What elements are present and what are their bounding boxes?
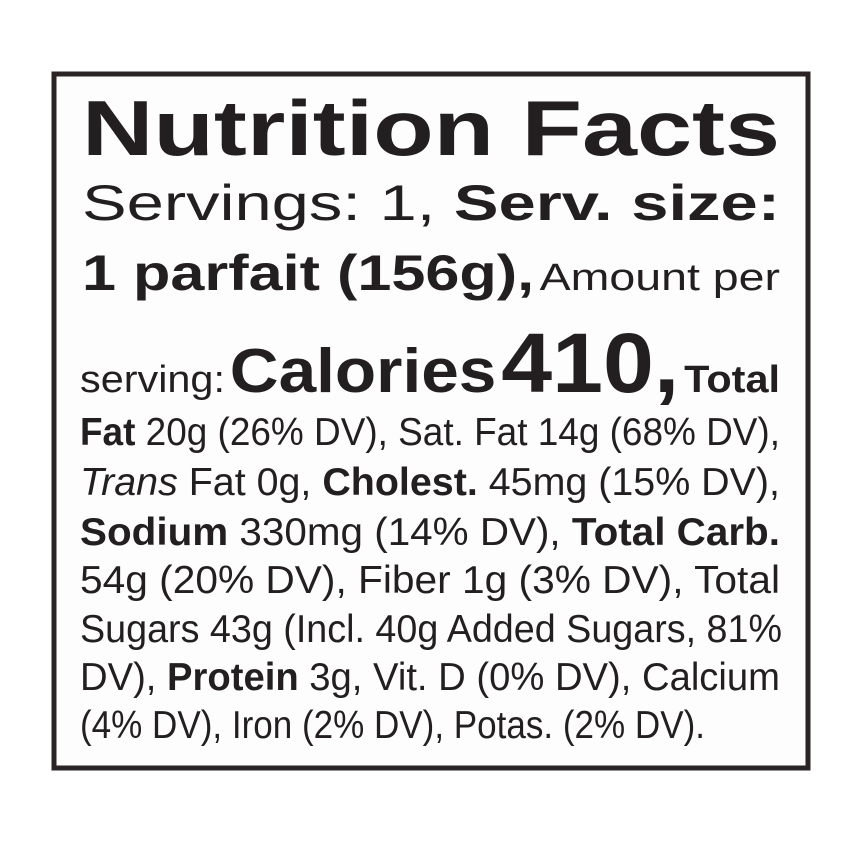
text: 54g (20% DV), Fiber 1g (3% DV), Total — [80, 559, 780, 602]
bold-text: Fat — [80, 411, 135, 454]
text-line: Servings: 1, Serv. size: — [82, 175, 780, 231]
bold-text: Total Carb. — [572, 511, 780, 554]
bold-text: 1 parfait (156g), — [82, 245, 534, 301]
bold-text: Sodium — [80, 511, 228, 554]
text: 3g, Vit. D (0% DV), Calcium — [309, 656, 780, 699]
text: Sugars 43g (Incl. 40g Added Sugars, 81% — [80, 608, 782, 651]
text: serving: — [80, 359, 225, 401]
text: Fat 0g, — [189, 461, 312, 504]
text-line: Sugars 43g (Incl. 40g Added Sugars, 81% — [80, 608, 782, 651]
text-line: DV), Protein 3g, Vit. D (0% DV), Calcium — [80, 656, 780, 699]
bold-text: Protein — [167, 656, 299, 699]
text-line: Sodium 330mg (14% DV), Total Carb. — [80, 511, 780, 554]
title: Nutrition Facts — [82, 84, 780, 172]
text-line: 1 parfait (156g), Amount per — [82, 245, 780, 301]
bold-text: Calories — [230, 337, 497, 406]
bold-text: Total — [684, 359, 780, 401]
text: 20g (26% DV), Sat. Fat 14g (68% DV), — [146, 411, 780, 454]
bold-text: Serv. size: — [454, 175, 780, 231]
bold-text: Cholest. — [322, 461, 477, 504]
label-border — [51, 71, 811, 771]
text: DV), — [80, 656, 156, 699]
text: 45mg (15% DV), — [489, 461, 780, 504]
text-line: serving: Calories 410, Total — [80, 316, 780, 410]
text: (4% DV), Iron (2% DV), Potas. (2% DV). — [80, 704, 705, 747]
text: Amount per — [540, 257, 781, 299]
text-line: Fat 20g (26% DV), Sat. Fat 14g (68% DV), — [80, 411, 780, 454]
text: 330mg (14% DV), — [239, 511, 560, 554]
text-line: Trans Fat 0g, Cholest. 45mg (15% DV), — [80, 461, 780, 504]
text-line: 54g (20% DV), Fiber 1g (3% DV), Total — [80, 559, 780, 602]
italic-text: Trans — [80, 461, 178, 504]
text: Servings: 1, — [82, 175, 435, 231]
bold-text: 410, — [501, 316, 679, 410]
text-line: (4% DV), Iron (2% DV), Potas. (2% DV). — [80, 704, 705, 747]
